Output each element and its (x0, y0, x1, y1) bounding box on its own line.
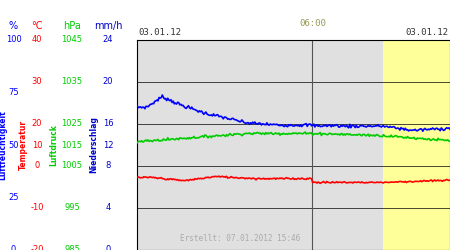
Text: 25: 25 (8, 193, 19, 202)
Text: 16: 16 (103, 120, 113, 128)
Text: Temperatur: Temperatur (19, 120, 28, 170)
Text: 0: 0 (34, 162, 40, 170)
Text: %: % (9, 21, 18, 31)
Text: 1005: 1005 (62, 162, 82, 170)
Text: 1035: 1035 (62, 78, 82, 86)
Text: 4: 4 (105, 204, 111, 212)
Text: 100: 100 (5, 36, 22, 44)
Text: Niederschlag: Niederschlag (89, 116, 98, 173)
Text: 50: 50 (8, 140, 19, 149)
Text: 8: 8 (105, 162, 111, 170)
Text: hPa: hPa (63, 21, 81, 31)
Text: 995: 995 (64, 204, 80, 212)
Text: Luftdruck: Luftdruck (50, 124, 58, 166)
Text: 20: 20 (32, 120, 42, 128)
Text: Erstellt: 07.01.2012 15:46: Erstellt: 07.01.2012 15:46 (180, 234, 301, 243)
Text: 1025: 1025 (62, 120, 82, 128)
Text: 30: 30 (32, 78, 42, 86)
Text: 0: 0 (11, 246, 16, 250)
Text: 40: 40 (32, 36, 42, 44)
Bar (137, 40, 383, 250)
Text: 20: 20 (103, 78, 113, 86)
Text: 1015: 1015 (62, 140, 82, 149)
Text: 24: 24 (103, 36, 113, 44)
Text: mm/h: mm/h (94, 21, 122, 31)
Text: Luftfeuchtigkeit: Luftfeuchtigkeit (0, 110, 8, 180)
Text: °C: °C (31, 21, 43, 31)
Text: 10: 10 (32, 140, 42, 149)
Bar (383, 40, 450, 250)
Text: 03.01.12: 03.01.12 (405, 28, 449, 37)
Text: 03.01.12: 03.01.12 (139, 28, 182, 37)
Text: 985: 985 (64, 246, 80, 250)
Text: 06:00: 06:00 (299, 20, 326, 28)
Text: 12: 12 (103, 140, 113, 149)
Text: -20: -20 (30, 246, 44, 250)
Text: 75: 75 (8, 88, 19, 97)
Text: 1045: 1045 (62, 36, 82, 44)
Text: -10: -10 (30, 204, 44, 212)
Text: 0: 0 (105, 246, 111, 250)
